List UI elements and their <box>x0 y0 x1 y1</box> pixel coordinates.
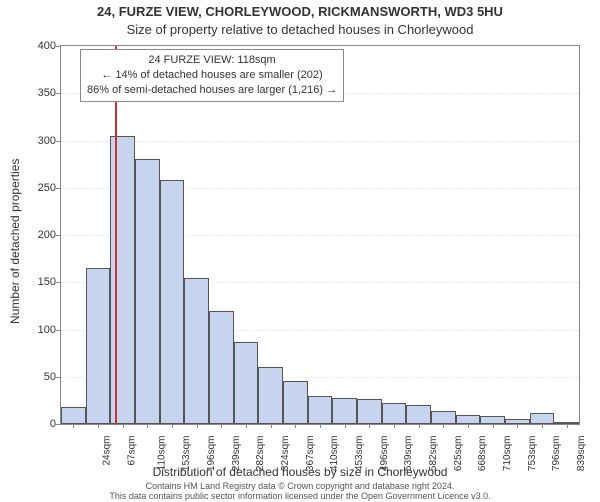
x-tick-label: 582sqm <box>428 436 439 472</box>
y-tick-mark <box>56 188 60 189</box>
x-tick-label: 710sqm <box>502 436 513 472</box>
histogram-bar <box>209 311 234 424</box>
x-tick-mark <box>295 424 296 428</box>
x-tick-mark <box>443 424 444 428</box>
y-tick-label: 250 <box>38 182 56 194</box>
y-tick-mark <box>56 424 60 425</box>
footer-attribution: Contains HM Land Registry data © Crown c… <box>0 482 600 502</box>
y-tick-label: 200 <box>38 229 56 241</box>
histogram-bar <box>431 411 456 424</box>
histogram-bar <box>480 416 505 424</box>
histogram-bar <box>308 396 333 424</box>
x-tick-mark <box>419 424 420 428</box>
x-tick-label: 796sqm <box>551 436 562 472</box>
x-tick-label: 110sqm <box>156 436 167 471</box>
x-tick-label: 625sqm <box>453 436 464 472</box>
histogram-bar <box>406 405 431 424</box>
x-tick-mark <box>221 424 222 428</box>
chart-title-address: 24, FURZE VIEW, CHORLEYWOOD, RICKMANSWOR… <box>0 4 600 19</box>
x-tick-mark <box>542 424 543 428</box>
x-tick-mark <box>320 424 321 428</box>
y-tick-mark <box>56 330 60 331</box>
x-tick-mark <box>123 424 124 428</box>
x-tick-label: 453sqm <box>354 436 365 472</box>
x-tick-mark <box>493 424 494 428</box>
y-tick-label: 150 <box>38 276 56 288</box>
y-tick-mark <box>56 46 60 47</box>
histogram-bar <box>135 159 160 424</box>
x-tick-label: 239sqm <box>231 436 242 472</box>
y-tick-mark <box>56 377 60 378</box>
x-tick-label: 67sqm <box>127 436 138 466</box>
y-axis-label-text: Number of detached properties <box>8 159 22 324</box>
info-box-line: ← 14% of detached houses are smaller (20… <box>87 68 337 83</box>
x-tick-label: 410sqm <box>329 436 340 472</box>
x-tick-label: 282sqm <box>255 436 266 472</box>
y-axis-label: Number of detached properties <box>8 159 22 324</box>
x-tick-mark <box>147 424 148 428</box>
y-tick-mark <box>56 282 60 283</box>
x-tick-label: 196sqm <box>206 436 217 472</box>
histogram-bar <box>332 398 357 424</box>
histogram-bar <box>530 413 555 424</box>
x-tick-label: 153sqm <box>181 436 192 472</box>
x-tick-label: 539sqm <box>403 436 414 472</box>
x-tick-mark <box>98 424 99 428</box>
histogram-bar <box>382 403 407 424</box>
x-tick-label: 496sqm <box>379 436 390 472</box>
x-tick-mark <box>271 424 272 428</box>
y-tick-label: 50 <box>44 371 56 383</box>
info-box-line: 86% of semi-detached houses are larger (… <box>87 83 337 98</box>
x-tick-mark <box>246 424 247 428</box>
property-marker-line <box>115 46 117 424</box>
x-tick-label: 753sqm <box>527 436 538 472</box>
y-tick-label: 400 <box>38 40 56 52</box>
y-tick-label: 350 <box>38 87 56 99</box>
x-tick-label: 668sqm <box>477 436 488 472</box>
y-tick-mark <box>56 141 60 142</box>
y-tick-mark <box>56 93 60 94</box>
footer-line2: This data contains public sector informa… <box>0 492 600 502</box>
histogram-bar <box>357 399 382 424</box>
x-tick-mark <box>197 424 198 428</box>
x-tick-mark <box>172 424 173 428</box>
x-tick-label: 367sqm <box>305 436 316 472</box>
y-tick-mark <box>56 235 60 236</box>
chart-container: { "chart": { "type": "histogram", "title… <box>0 0 600 500</box>
x-tick-mark <box>517 424 518 428</box>
gridline <box>61 141 579 142</box>
x-tick-mark <box>345 424 346 428</box>
y-tick-label: 300 <box>38 135 56 147</box>
histogram-bar <box>110 136 135 424</box>
histogram-bar <box>234 342 259 424</box>
y-tick-label: 100 <box>38 324 56 336</box>
x-tick-mark <box>394 424 395 428</box>
info-box-line: 24 FURZE VIEW: 118sqm <box>87 53 337 68</box>
histogram-bar <box>456 415 481 424</box>
x-tick-mark <box>567 424 568 428</box>
x-tick-mark <box>468 424 469 428</box>
histogram-bar <box>258 367 283 424</box>
histogram-bar <box>86 268 111 424</box>
x-tick-label: 24sqm <box>102 436 113 466</box>
histogram-bar <box>160 180 185 424</box>
chart-subtitle: Size of property relative to detached ho… <box>0 22 600 37</box>
x-tick-mark <box>73 424 74 428</box>
x-tick-label: 839sqm <box>576 436 587 472</box>
property-info-box: 24 FURZE VIEW: 118sqm← 14% of detached h… <box>80 49 344 102</box>
histogram-bar <box>283 381 308 424</box>
x-tick-label: 324sqm <box>280 436 291 472</box>
histogram-bar <box>184 278 209 424</box>
x-tick-mark <box>369 424 370 428</box>
histogram-bar <box>61 407 86 424</box>
plot-area <box>60 45 580 425</box>
